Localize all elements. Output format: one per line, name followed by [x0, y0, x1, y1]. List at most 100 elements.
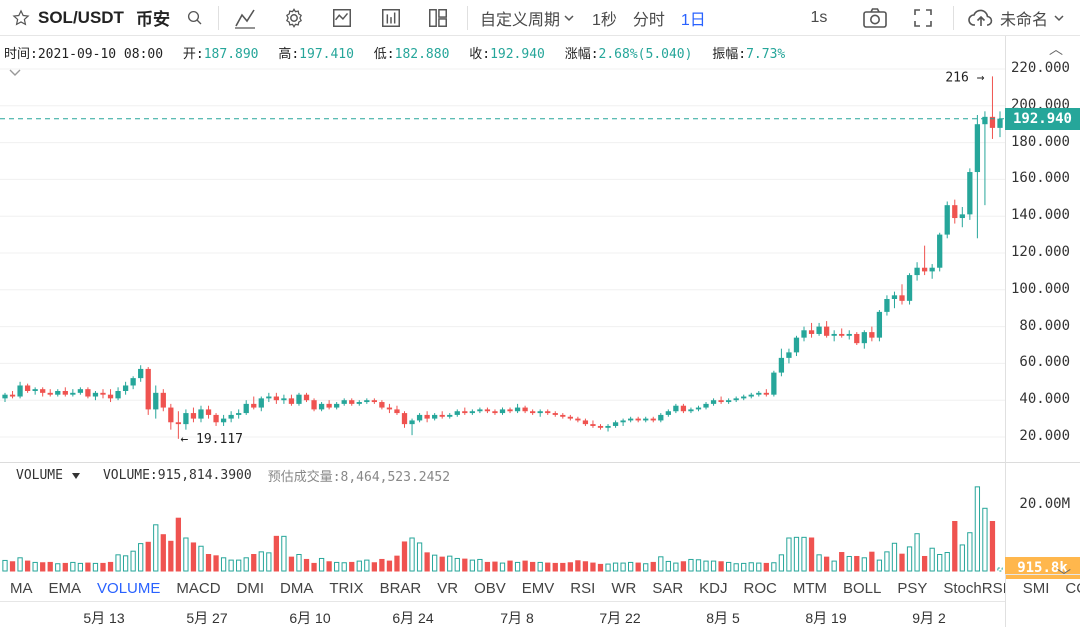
fullscreen-button[interactable] [899, 0, 947, 36]
volume-bar [612, 562, 619, 572]
search-button[interactable] [180, 0, 210, 36]
custom-period-dropdown[interactable]: 自定义周期 [468, 0, 584, 36]
indicator-tab-emv[interactable]: EMV [521, 579, 555, 597]
candle [854, 332, 860, 345]
indicator-tab-cci[interactable]: CCI [1065, 579, 1080, 597]
indicator-tab-macd[interactable]: MACD [176, 579, 221, 597]
price-axis-tick: 60.000 [1019, 354, 1070, 371]
volume-bar [808, 537, 815, 572]
settings-button[interactable] [271, 0, 317, 36]
candle [801, 326, 807, 342]
volume-bar [326, 561, 332, 572]
chart-type-button[interactable] [219, 0, 271, 36]
volume-bar [40, 562, 46, 572]
indicator-tab-brar[interactable]: BRAR [379, 579, 422, 597]
volume-bar [854, 555, 860, 572]
candle [138, 365, 144, 382]
interval-timeline-label: 分时 [632, 11, 665, 29]
price-axis[interactable]: ︿ 220.000 200.000 180.000 160.000 140.000 120… [1005, 36, 1080, 462]
indicator-tab-vr[interactable]: VR [437, 579, 459, 597]
interval-1s[interactable]: 1秒 [584, 0, 625, 36]
price-axis-tick: 120.000 [1010, 244, 1070, 260]
exchange-name: 币安 [135, 10, 170, 29]
candle [469, 409, 475, 415]
indicator-tab-boll[interactable]: BOLL [843, 579, 882, 597]
volume-chart[interactable] [0, 463, 1005, 575]
indicator-tab-ma[interactable]: MA [10, 579, 33, 597]
volume-bar [514, 561, 521, 572]
interval-1d[interactable]: 1日 [673, 0, 714, 36]
candle [906, 273, 913, 305]
indicator-tab-volume[interactable]: VOLUME [97, 579, 161, 597]
volume-axis[interactable]: 20.00M [1005, 462, 1080, 574]
volume-bar [477, 558, 483, 572]
volume-bar [100, 562, 106, 572]
candle [236, 409, 242, 419]
indicator-tab-rsi[interactable]: RSI [570, 579, 596, 597]
price-axis-tick: 40.000 [1019, 391, 1070, 408]
interval-timeline[interactable]: 分时 [625, 0, 673, 36]
top-toolbar: SOL/USDT 币安 自定义周期 1秒 分时 1日 1s 未命名 [0, 0, 1080, 36]
time-axis[interactable]: 5月 13 5月 27 6月 10 6月 24 7月 8 7月 22 8月 5 8月 19 9月… [0, 601, 1005, 627]
symbol-selector[interactable]: SOL/USDT 币安 [0, 0, 180, 36]
candle [17, 381, 23, 399]
candle [266, 392, 272, 403]
volume-indicator-name[interactable]: VOLUME [16, 468, 63, 483]
indicator-tab-stochrsi[interactable]: StochRSI [943, 579, 1007, 597]
indicator-tab-dma[interactable]: DMA [280, 579, 314, 597]
time-value: 2021-09-10 08:00 [37, 47, 164, 62]
indicator-tab-trix[interactable]: TRIX [329, 579, 364, 597]
candlestick-chart[interactable]: 216 → ← 19.117 [0, 36, 1005, 462]
candle [55, 389, 61, 397]
star-icon[interactable] [12, 8, 30, 27]
indicator-tab-psy[interactable]: PSY [897, 579, 928, 597]
volume-bar [914, 533, 920, 572]
time-axis-tick: 5月 13 [83, 610, 125, 626]
indicator-tab-roc[interactable]: ROC [743, 579, 777, 597]
price-chart-pane[interactable]: 216 → ← 19.117 [0, 36, 1005, 462]
candle [665, 409, 671, 417]
high-label: 高: [278, 47, 300, 62]
replay-button[interactable]: 1s [797, 0, 841, 36]
candle [560, 413, 566, 419]
volume-bar [47, 561, 53, 572]
volume-bar [869, 551, 875, 572]
indicator-tab-kdj[interactable]: KDJ [699, 579, 728, 597]
save-layout-button[interactable]: 未命名 [954, 0, 1080, 36]
high-marker: 216 → [945, 70, 984, 85]
screenshot-button[interactable] [851, 0, 899, 36]
candle [575, 416, 581, 423]
volume-legend: VOLUME VOLUME:915,814.3900 预估成交量:8,464,5… [16, 466, 450, 485]
volume-bar [989, 521, 996, 572]
candle [710, 398, 717, 406]
layout-button[interactable] [415, 0, 461, 36]
volume-value: VOLUME:915,814.3900 [102, 468, 252, 483]
price-axis-tick: 180.000 [1010, 133, 1070, 150]
indicator-tab-smi[interactable]: SMI [1022, 579, 1050, 597]
volume-pane[interactable] [0, 462, 1005, 574]
candle [507, 407, 513, 414]
indicator-tab-sar[interactable]: SAR [652, 579, 684, 597]
candle [530, 409, 536, 415]
open-value: 187.890 [203, 47, 259, 62]
volume-bar [499, 562, 506, 572]
indicator-tab-mtm[interactable]: MTM [792, 579, 827, 597]
symbol-name[interactable]: SOL/USDT [38, 7, 124, 27]
indicator-tab-ema[interactable]: EMA [48, 579, 82, 597]
scroll-down-icon[interactable]: ﹀ [1057, 568, 1071, 584]
volume-estimate: 预估成交量:8,464,523.2452 [267, 470, 451, 485]
indicator-tab-wr[interactable]: WR [611, 579, 637, 597]
volume-bar [469, 559, 475, 572]
collapse-legend-icon[interactable] [8, 68, 22, 78]
volume-bar [967, 532, 973, 572]
indicator-tab-dmi[interactable]: DMI [236, 579, 265, 597]
caret-down-icon[interactable] [71, 472, 81, 480]
volume-bar [673, 562, 679, 572]
indicators-button[interactable] [317, 0, 367, 36]
indicator-tab-obv[interactable]: OBV [474, 579, 506, 597]
candle [492, 409, 498, 415]
compare-button[interactable] [367, 0, 415, 36]
volume-bar [876, 559, 883, 572]
scroll-up-icon[interactable]: ︿ [1049, 41, 1063, 57]
volume-bar [70, 561, 76, 572]
